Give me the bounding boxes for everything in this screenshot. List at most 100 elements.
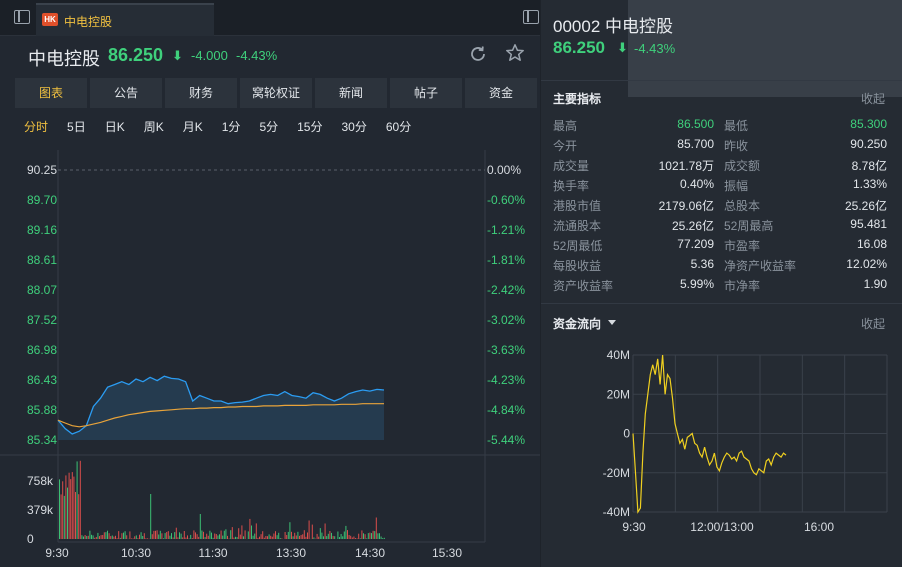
volume-bar — [361, 530, 363, 539]
volume-bar — [321, 532, 323, 539]
time-tick-label: 10:30 — [121, 546, 151, 560]
period-tab-9[interactable]: 60分 — [385, 120, 412, 134]
volume-bar — [227, 535, 228, 539]
volume-bar — [107, 530, 108, 539]
volume-bar — [71, 472, 73, 539]
metrics-collapse-button[interactable]: 收起 — [860, 92, 885, 106]
volume-bar — [67, 487, 68, 539]
volume-bar — [59, 479, 60, 539]
metric-value: 5.36 — [690, 257, 714, 271]
metric-value: 12.02% — [846, 257, 887, 271]
volume-bar — [313, 537, 315, 539]
volume-bar — [190, 534, 192, 539]
volume-bar — [340, 534, 342, 539]
metric-label: 每股收益 — [553, 259, 602, 273]
period-tab-3[interactable]: 周K — [143, 120, 164, 134]
period-tab-0[interactable]: 分时 — [24, 120, 49, 134]
volume-bar — [62, 481, 64, 539]
volume-tick-label: 379k — [27, 503, 54, 517]
tab-6[interactable]: 资金 — [465, 78, 537, 108]
pct-tick-label: -4.23% — [487, 373, 525, 387]
period-tab-8[interactable]: 30分 — [341, 120, 367, 134]
metric-label: 成交量 — [553, 159, 590, 173]
volume-bar — [292, 536, 294, 539]
volume-bar — [307, 532, 308, 539]
volume-bar — [331, 532, 332, 539]
volume-bar — [339, 537, 340, 539]
avg-price-line — [57, 403, 384, 428]
volume-bar — [249, 518, 251, 539]
metric-value: 86.500 — [677, 117, 714, 131]
tab-2[interactable]: 财务 — [165, 78, 237, 108]
period-tab-5[interactable]: 1分 — [221, 120, 241, 134]
volume-bar — [238, 528, 240, 539]
metric-row: 每股收益 5.36 净资产收益率 12.02% — [553, 255, 887, 275]
volume-bar — [139, 534, 140, 539]
period-tab-7[interactable]: 15分 — [297, 120, 323, 134]
price-line — [57, 375, 385, 435]
time-tick-label: 15:30 — [432, 546, 462, 560]
volume-bar — [259, 536, 260, 539]
volume-bar — [204, 537, 206, 539]
metric-row: 资产收益率 5.99% 市净率 1.90 — [553, 275, 887, 295]
tab-3[interactable]: 窝轮权证 — [240, 78, 312, 108]
metric-label: 换手率 — [553, 179, 590, 193]
volume-bar — [230, 530, 232, 539]
volume-bar — [105, 532, 107, 539]
volume-bar — [70, 479, 72, 539]
tab-0[interactable]: 图表 — [15, 78, 87, 108]
volume-bar — [193, 530, 195, 539]
volume-bar — [131, 538, 132, 539]
volume-bar — [380, 536, 382, 539]
metric-value: 8.78亿 — [851, 159, 887, 173]
volume-bar — [187, 535, 188, 539]
volume-bar — [291, 531, 292, 539]
volume-bar — [103, 532, 105, 539]
period-tabs: 分时 5日 日K 周K 月K 1分 5分 15分 30分 60分 — [24, 113, 430, 141]
volume-bar — [196, 534, 198, 539]
volume-bar — [123, 532, 124, 539]
right-last-price: 86.250 — [553, 38, 605, 57]
volume-bar — [300, 535, 302, 539]
period-tab-6[interactable]: 5分 — [259, 120, 279, 134]
volume-bar — [358, 533, 360, 539]
period-tab-4[interactable]: 月K — [182, 120, 203, 134]
volume-bar — [174, 532, 176, 539]
volume-bar — [295, 535, 297, 539]
volume-bar — [244, 530, 246, 539]
volume-bar — [86, 536, 88, 539]
refresh-icon[interactable] — [468, 44, 488, 64]
chevron-down-icon[interactable] — [608, 320, 616, 325]
tab-1[interactable]: 公告 — [90, 78, 162, 108]
intraday-chart-svg: 90.25 0.00% 89.70 -0.60% 89.16 -1.21% 88.61 -1.… — [0, 150, 540, 560]
capital-flow-title[interactable]: 资金流向 — [553, 317, 602, 331]
period-tab-1[interactable]: 5日 — [67, 120, 86, 134]
volume-bar — [166, 532, 168, 539]
flow-collapse-button[interactable]: 收起 — [860, 317, 885, 331]
volume-bar — [175, 527, 177, 539]
volume-bar — [383, 537, 385, 539]
metric-label: 振幅 — [724, 179, 749, 193]
volume-bar — [222, 535, 224, 539]
tab-4[interactable]: 新闻 — [315, 78, 387, 108]
stock-tab[interactable]: HK 中电控股 — [36, 3, 214, 36]
stock-info-panel: 00002 中电控股 86.250 ⬇ -4.43% 主要指标 收起 最高 86.… — [541, 0, 902, 567]
volume-bar — [225, 529, 227, 539]
volume-bar — [299, 535, 300, 539]
intraday-chart: 90.25 0.00% 89.70 -0.60% 89.16 -1.21% 88.61 -1.… — [0, 150, 540, 567]
period-tab-2[interactable]: 日K — [104, 120, 125, 134]
volume-bar — [247, 531, 249, 539]
volume-bar — [260, 534, 262, 539]
star-icon[interactable] — [505, 43, 525, 63]
tab-5[interactable]: 帖子 — [390, 78, 462, 108]
volume-bar — [113, 536, 115, 539]
volume-bar — [369, 532, 371, 539]
panel-toggle-icon[interactable] — [14, 10, 30, 24]
volume-bar — [163, 538, 164, 539]
volume-bar — [270, 535, 272, 539]
panel-toggle-icon[interactable] — [523, 10, 539, 24]
volume-bar — [171, 533, 172, 539]
volume-bar — [371, 533, 372, 539]
price-tick-label: 89.16 — [27, 223, 57, 237]
